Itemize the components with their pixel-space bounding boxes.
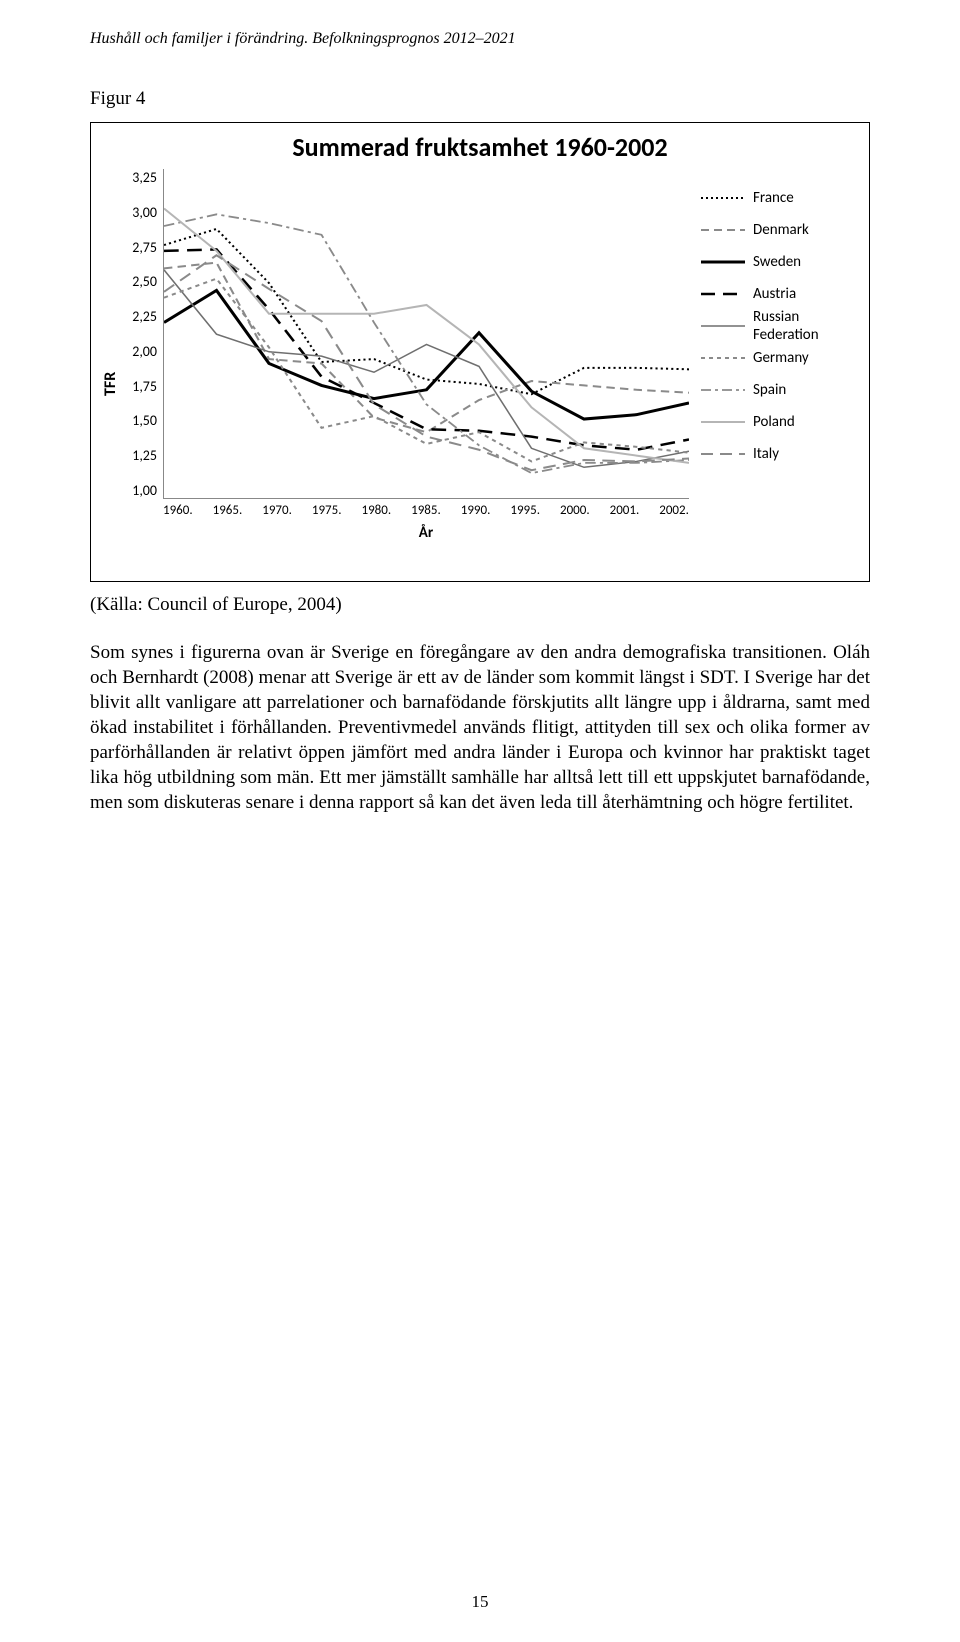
chart-title: Summerad fruktsamhet 1960-2002 — [101, 131, 859, 163]
series-austria — [164, 249, 689, 449]
legend-item-france: France — [701, 189, 859, 207]
legend-item-austria: Austria — [701, 285, 859, 303]
y-tick: 2,00 — [123, 343, 157, 360]
series-italy — [164, 255, 689, 470]
x-axis-ticks: 1960. 1965. 1970. 1975. 1980. 1985. 1990. 1995.… — [163, 499, 689, 518]
x-tick: 2001. — [610, 503, 640, 518]
plot-area — [163, 169, 689, 499]
legend-label: Germany — [753, 349, 809, 367]
source-citation: (Källa: Council of Europe, 2004) — [90, 594, 870, 616]
legend-item-germany: Germany — [701, 349, 859, 367]
legend-item-russian-federation: Russian Federation — [701, 317, 859, 335]
chart-legend: France Denmark Sweden Austria Russian Federa… — [689, 169, 859, 559]
legend-item-sweden: Sweden — [701, 253, 859, 271]
y-tick: 2,50 — [123, 273, 157, 290]
legend-label: Spain — [753, 381, 786, 399]
series-sweden — [164, 290, 689, 419]
chart-container: Summerad fruktsamhet 1960-2002 TFR 3,253… — [90, 122, 870, 582]
legend-label: Sweden — [753, 253, 801, 271]
legend-item-italy: Italy — [701, 445, 859, 463]
series-poland — [164, 208, 689, 462]
legend-item-spain: Spain — [701, 381, 859, 399]
y-tick: 2,25 — [123, 308, 157, 325]
x-tick: 1965. — [213, 503, 243, 518]
y-tick: 1,75 — [123, 378, 157, 395]
x-tick: 1960. — [163, 503, 193, 518]
legend-item-denmark: Denmark — [701, 221, 859, 239]
x-tick: 1970. — [262, 503, 292, 518]
legend-item-poland: Poland — [701, 413, 859, 431]
series-denmark — [164, 263, 689, 433]
y-tick: 2,75 — [123, 239, 157, 256]
legend-label: Russian Federation — [753, 308, 859, 344]
x-tick: 2002. — [659, 503, 689, 518]
legend-label: Poland — [753, 413, 795, 431]
legend-label: Italy — [753, 445, 779, 463]
x-tick: 1995. — [510, 503, 540, 518]
y-tick: 1,50 — [123, 412, 157, 429]
y-tick: 3,25 — [123, 169, 157, 186]
y-axis-label: TFR — [101, 169, 123, 559]
plot-wrap: 1960. 1965. 1970. 1975. 1980. 1985. 1990. 1995.… — [163, 169, 689, 559]
figure-label: Figur 4 — [90, 88, 870, 110]
x-axis-label: År — [163, 524, 689, 542]
page-number: 15 — [0, 1592, 960, 1612]
legend-label: Denmark — [753, 221, 809, 239]
body-paragraph: Som synes i figurerna ovan är Sverige en… — [90, 640, 870, 816]
x-tick: 1980. — [362, 503, 392, 518]
y-axis-ticks: 3,25 3,00 2,75 2,50 2,25 2,00 1,75 1,50 1,25 1,00 — [123, 169, 163, 499]
y-tick: 1,25 — [123, 447, 157, 464]
y-tick: 3,00 — [123, 204, 157, 221]
legend-label: France — [753, 189, 794, 207]
x-tick: 1985. — [411, 503, 441, 518]
chart-body: TFR 3,25 3,00 2,75 2,50 2,25 2,00 1,75 1,50 1,25… — [101, 169, 859, 559]
running-header: Hushåll och familjer i förändring. Befol… — [90, 30, 870, 48]
y-tick: 1,00 — [123, 482, 157, 499]
x-tick: 1990. — [461, 503, 491, 518]
x-tick: 1975. — [312, 503, 342, 518]
legend-label: Austria — [753, 285, 796, 303]
x-tick: 2000. — [560, 503, 590, 518]
